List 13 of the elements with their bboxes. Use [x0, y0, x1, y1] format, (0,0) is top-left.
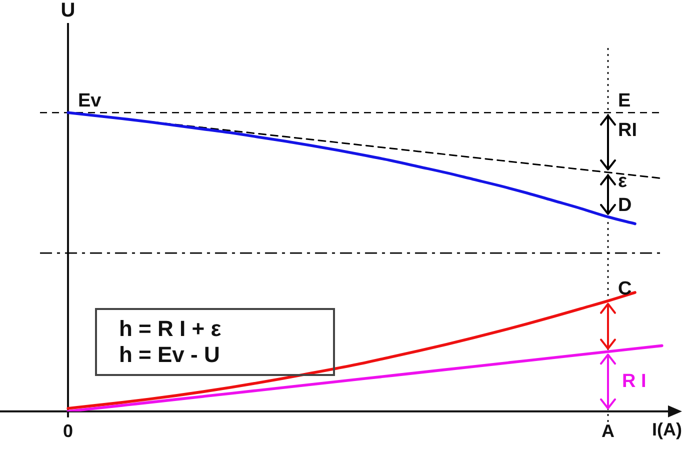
annotation: ε	[618, 171, 628, 192]
annotation: E	[618, 90, 631, 112]
series-label: R I	[622, 370, 646, 392]
x-tick-label: 0	[62, 421, 74, 442]
annotation: h = R I + ε	[119, 316, 222, 342]
x-axis-title: I(A)	[652, 419, 682, 440]
annotation: C	[618, 278, 632, 300]
annotation: D	[618, 194, 632, 216]
annotation: Ev	[78, 90, 102, 112]
x-tick-label: A	[602, 421, 614, 442]
y-axis-title: U	[60, 0, 76, 22]
annotation: RI	[618, 120, 637, 142]
annotation: h = Ev - U	[119, 342, 220, 368]
